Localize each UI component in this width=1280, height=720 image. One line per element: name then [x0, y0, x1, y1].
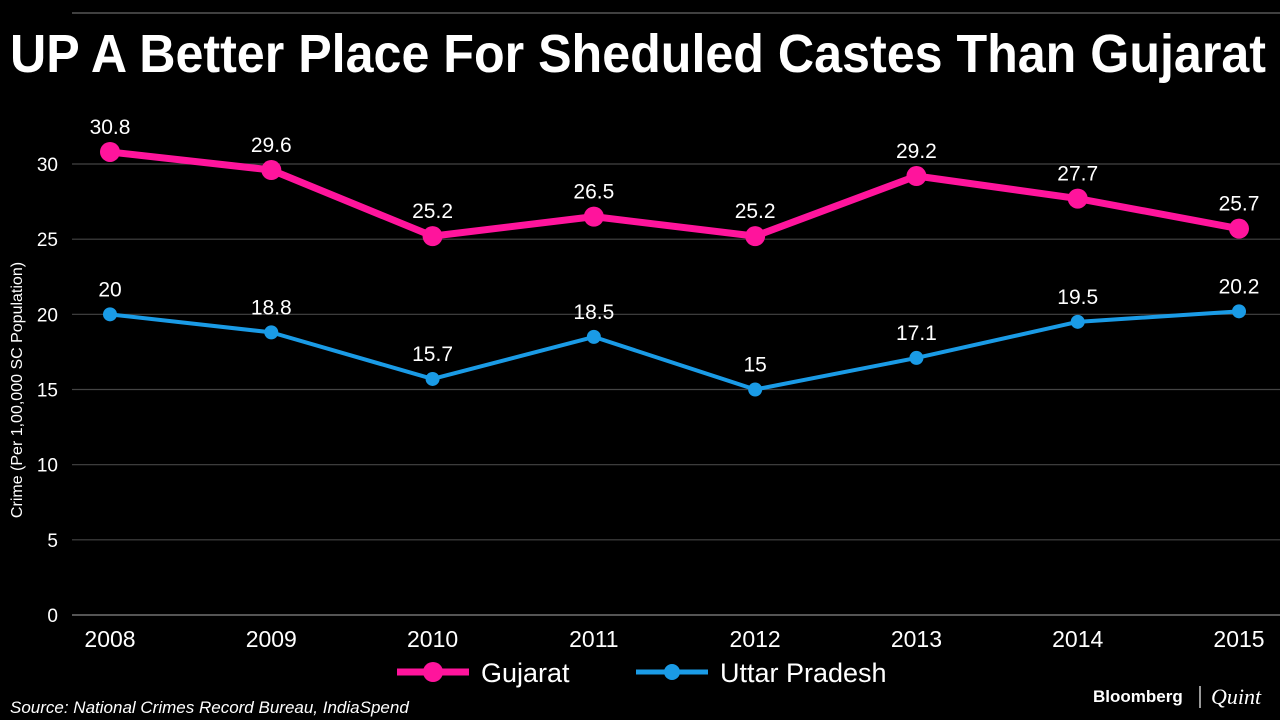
y-tick-label: 10	[37, 456, 58, 477]
data-point[interactable]	[264, 325, 279, 340]
legend-label[interactable]: Gujarat	[481, 658, 570, 688]
data-point[interactable]	[425, 371, 440, 386]
x-tick-label: 2015	[1213, 626, 1264, 652]
data-label: 29.6	[251, 134, 292, 157]
chart-title: UP A Better Place For Sheduled Castes Th…	[10, 24, 1266, 84]
x-tick-label: 2013	[891, 626, 942, 652]
legend: Gujarat Uttar Pradesh	[397, 658, 887, 688]
data-label: 20.2	[1219, 275, 1260, 298]
data-point[interactable]	[1070, 314, 1085, 329]
data-label: 15.7	[412, 343, 453, 366]
data-label: 20	[98, 278, 121, 301]
y-tick-label: 25	[37, 230, 58, 251]
series-gujarat: 30.8 29.6 25.2 26.5 25.2 29.2 27.7 25.7	[90, 116, 1260, 247]
data-label: 15	[743, 354, 766, 377]
y-tick-label: 15	[37, 381, 58, 402]
data-label: 26.5	[573, 181, 614, 204]
y-tick-label: 0	[47, 606, 58, 627]
y-tick-label: 5	[47, 531, 58, 552]
data-label: 19.5	[1057, 286, 1098, 309]
series-uttar-pradesh: 20 18.8 15.7 18.5 15 17.1 19.5 20.2	[98, 275, 1260, 397]
data-label: 25.2	[735, 200, 776, 223]
x-tick-label: 2008	[84, 626, 135, 652]
data-point[interactable]	[1229, 218, 1249, 239]
series-line	[109, 309, 1240, 392]
data-label: 29.2	[896, 140, 937, 163]
x-tick-label: 2014	[1052, 626, 1103, 652]
data-label: 25.2	[412, 200, 453, 223]
x-tick-label: 2012	[730, 626, 781, 652]
legend-marker	[664, 664, 680, 680]
data-point[interactable]	[583, 206, 604, 227]
data-point[interactable]	[1232, 304, 1246, 319]
source-note: Source: National Crimes Record Bureau, I…	[10, 698, 409, 717]
data-point[interactable]	[586, 329, 601, 344]
legend-marker	[423, 662, 443, 682]
logo-quint: Quint	[1211, 684, 1262, 709]
series-line	[109, 148, 1240, 240]
data-label: 17.1	[896, 322, 937, 345]
data-label: 30.8	[90, 116, 131, 139]
data-point[interactable]	[261, 160, 282, 181]
data-label: 27.7	[1057, 163, 1098, 186]
data-point[interactable]	[103, 307, 117, 322]
y-axis-label: Crime (Per 1,00,000 SC Population)	[9, 262, 26, 518]
data-point[interactable]	[422, 226, 443, 247]
data-point[interactable]	[745, 226, 766, 247]
data-point[interactable]	[1067, 188, 1088, 209]
y-tick-label: 20	[37, 305, 58, 326]
x-tick-label: 2009	[246, 626, 297, 652]
logo-bloomberg: Bloomberg	[1093, 687, 1183, 706]
x-tick-label: 2011	[569, 626, 618, 652]
data-point[interactable]	[906, 166, 927, 187]
bloomberg-quint-logo: Bloomberg Quint	[1093, 684, 1262, 709]
y-tick-label: 30	[37, 155, 58, 176]
x-tick-label: 2010	[407, 626, 458, 652]
data-point[interactable]	[748, 382, 763, 397]
data-point[interactable]	[100, 141, 120, 162]
data-label: 25.7	[1219, 193, 1260, 216]
data-point[interactable]	[909, 350, 924, 365]
data-label: 18.5	[573, 301, 614, 324]
legend-label[interactable]: Uttar Pradesh	[720, 658, 887, 688]
data-label: 18.8	[251, 296, 292, 319]
